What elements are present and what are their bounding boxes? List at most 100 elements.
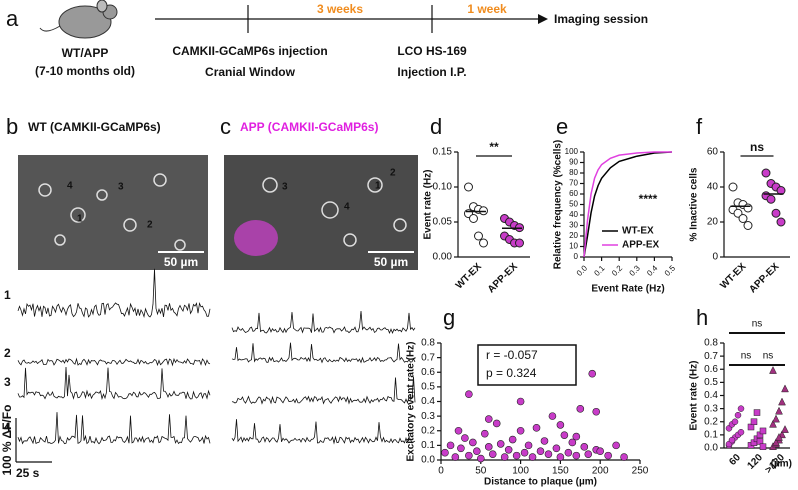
y-tick-label: 30 — [569, 221, 578, 230]
x-tick-label: 100 — [512, 466, 529, 477]
y-tick-label: 60 — [569, 189, 578, 198]
x-axis-label: Event Rate (Hz) — [591, 284, 664, 295]
data-point — [457, 444, 465, 453]
data-point — [761, 168, 771, 178]
data-point — [772, 414, 780, 423]
y-tick-label: 100 — [565, 147, 579, 156]
data-point — [512, 451, 521, 460]
cell-label: 2 — [390, 168, 396, 179]
data-point — [492, 419, 501, 428]
data-point — [484, 415, 493, 423]
data-point — [734, 411, 742, 419]
arrow-head — [538, 14, 548, 24]
data-point — [520, 448, 529, 457]
trace — [17, 412, 211, 445]
data-point — [536, 447, 545, 456]
data-point — [564, 448, 573, 457]
data-point — [766, 194, 776, 204]
data-point — [772, 438, 780, 446]
y-axis-label: Event rate (Hz) — [423, 169, 434, 239]
data-point — [454, 426, 463, 435]
stats-box — [477, 344, 577, 386]
data-point — [771, 208, 781, 218]
x-tick-label: 0 — [438, 466, 444, 477]
x-tick-label: 0.2 — [610, 263, 625, 278]
panel-letter: f — [696, 114, 703, 139]
data-point — [588, 369, 597, 378]
trace — [17, 366, 211, 401]
cell-label: 4 — [67, 181, 73, 192]
y-tick-label: 0.7 — [421, 352, 435, 363]
y-tick-label: 40 — [569, 210, 578, 219]
trace — [231, 310, 416, 334]
cell-label: 1 — [77, 214, 83, 225]
data-point — [592, 407, 601, 416]
y-tick-label: 10 — [569, 242, 578, 251]
data-point — [560, 431, 569, 439]
scale-label: 100 % ΔF/Fo — [0, 405, 14, 476]
endpoint-label: Imaging session — [554, 12, 648, 26]
data-point — [584, 450, 593, 458]
scale-label: 50 µm — [164, 255, 198, 269]
image-title: APP (CAMKII-GCaMP6s) — [240, 120, 378, 134]
y-tick-label: 40 — [707, 182, 719, 193]
x-tick-label: 0.5 — [663, 263, 678, 278]
data-point — [743, 203, 753, 213]
data-point — [508, 435, 517, 444]
y-tick-label: 0.7 — [704, 351, 718, 362]
legend-label: APP-EX — [622, 240, 660, 251]
data-point — [451, 453, 460, 461]
data-point — [469, 214, 478, 223]
y-tick-label: 0.10 — [433, 182, 453, 193]
x-tick-label: 0.3 — [628, 263, 643, 278]
data-point — [572, 451, 581, 460]
step-label: Cranial Window — [205, 65, 296, 79]
step-label: LCO HS-169 — [397, 44, 467, 58]
step-label: CAMKII-GCaMP6s injection — [172, 44, 327, 58]
x-tick-label: WT-EX — [454, 261, 484, 291]
unit-label: (µm) — [771, 459, 792, 470]
cdf-line — [583, 151, 672, 258]
plaque — [234, 220, 278, 256]
y-tick-label: 0.2 — [421, 425, 435, 436]
y-tick-label: 0 — [574, 252, 579, 261]
cell-label: 4 — [344, 202, 350, 213]
x-tick-label: 60 — [727, 452, 743, 468]
micrograph — [18, 155, 208, 270]
y-tick-label: 0.0 — [421, 455, 435, 466]
y-tick-label: 0.05 — [433, 217, 453, 228]
data-point — [572, 432, 581, 441]
data-point — [759, 427, 767, 435]
data-point — [737, 405, 745, 412]
data-point — [731, 418, 739, 425]
interval-label: 1 week — [467, 2, 507, 16]
data-point — [738, 214, 748, 223]
y-tick-label: 0.3 — [421, 411, 435, 422]
data-point — [474, 231, 483, 241]
y-axis-label: Excitatory event rate (Hz) — [406, 341, 417, 461]
data-point — [552, 444, 561, 453]
data-point — [516, 397, 525, 406]
data-point — [728, 436, 736, 444]
significance-label: ns — [741, 351, 752, 362]
cell-label: 3 — [118, 182, 124, 193]
x-axis-label: Distance to plaque (µm) — [484, 477, 597, 488]
y-tick-label: 0.8 — [421, 338, 435, 349]
data-point — [476, 454, 485, 463]
trace — [17, 268, 211, 318]
age-label: (7-10 months old) — [35, 64, 135, 78]
data-point — [528, 453, 537, 461]
y-tick-label: 0.5 — [704, 377, 718, 388]
scale-label: 50 µm — [374, 255, 408, 269]
x-tick-label: 0.1 — [592, 263, 607, 278]
data-point — [753, 409, 761, 416]
data-point — [556, 453, 565, 461]
data-point — [776, 217, 786, 227]
trace — [17, 357, 211, 367]
trace-id: 2 — [4, 346, 11, 360]
data-point — [568, 438, 577, 447]
y-tick-label: 0 — [712, 252, 718, 263]
data-point — [781, 425, 789, 433]
trace — [231, 376, 416, 405]
